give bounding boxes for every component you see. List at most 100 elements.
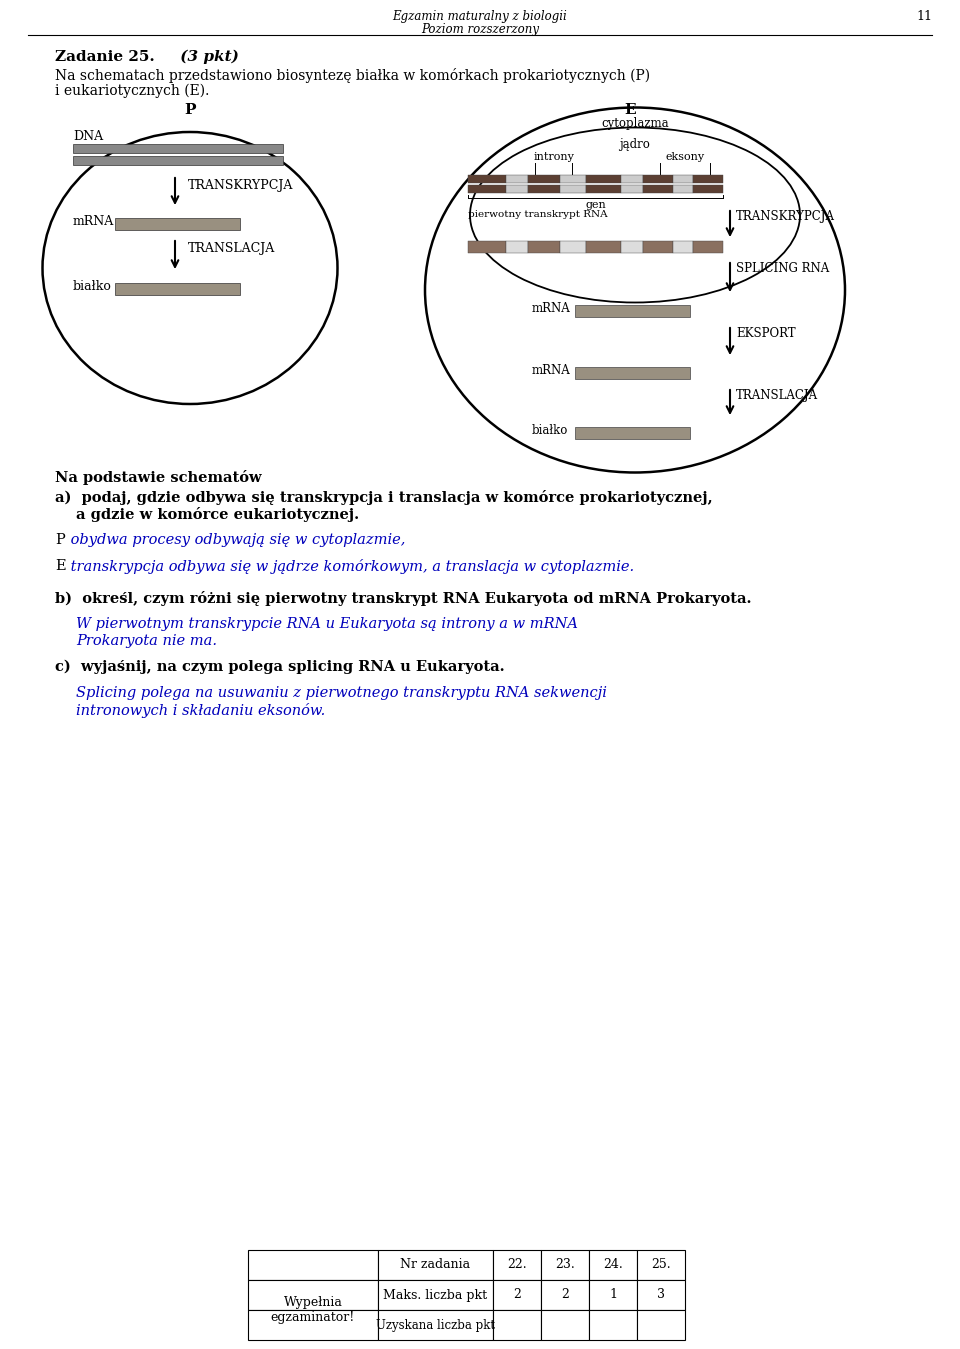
Bar [528,175,560,183]
Bar [115,283,240,295]
Text: eksony: eksony [665,152,705,162]
Text: DNA: DNA [73,130,103,143]
Text: 22.: 22. [507,1259,527,1272]
Bar [621,175,643,183]
Bar [493,1251,541,1280]
Bar [589,1251,637,1280]
Text: 24.: 24. [603,1259,623,1272]
Text: intronowych i składaniu eksonów.: intronowych i składaniu eksonów. [76,703,325,718]
Text: Egzamin maturalny z biologii: Egzamin maturalny z biologii [393,9,567,23]
Bar [506,241,528,254]
Text: 11: 11 [916,9,932,23]
Text: białko: białko [73,281,112,293]
Text: (3 pkt): (3 pkt) [175,50,239,65]
Text: c)  wyjaśnij, na czym polega splicing RNA u Eukaryota.: c) wyjaśnij, na czym polega splicing RNA… [55,660,505,674]
Text: Uzyskana liczba pkt: Uzyskana liczba pkt [376,1318,495,1331]
Bar [575,305,690,317]
Bar [589,1280,637,1310]
Text: E: E [624,103,636,117]
Bar [643,185,673,193]
Text: Wypełnia
egzaminator!: Wypełnia egzaminator! [271,1296,355,1323]
Bar [560,241,586,254]
Bar [528,241,560,254]
Bar [621,241,643,254]
Bar [493,1310,541,1340]
Bar [673,241,693,254]
Bar [248,1251,378,1280]
Text: Maks. liczba pkt: Maks. liczba pkt [383,1288,488,1302]
Bar [643,175,673,183]
Text: 1: 1 [609,1288,617,1302]
Bar [541,1251,589,1280]
Bar [378,1280,493,1310]
Bar [468,185,506,193]
Text: gen: gen [586,200,606,210]
Bar [586,185,621,193]
Text: mRNA: mRNA [532,302,571,316]
Text: TRANSKRYPCJA: TRANSKRYPCJA [736,210,835,223]
Bar [560,185,586,193]
Text: SPLICING RNA: SPLICING RNA [736,262,829,275]
Text: 2: 2 [561,1288,569,1302]
Bar [673,185,693,193]
Text: 3: 3 [657,1288,665,1302]
Bar [506,185,528,193]
Text: obydwa procesy odbywają się w cytoplazmie,: obydwa procesy odbywają się w cytoplazmi… [66,533,405,546]
Text: EKSPORT: EKSPORT [736,326,796,340]
Bar [637,1251,685,1280]
Bar [637,1310,685,1340]
Bar [575,367,690,379]
Bar [73,144,283,152]
Text: Na podstawie schematów: Na podstawie schematów [55,469,262,486]
Bar [468,241,506,254]
Text: i eukariotycznych (E).: i eukariotycznych (E). [55,84,209,98]
Bar [468,175,506,183]
Bar [528,185,560,193]
Bar [73,156,283,165]
Text: P: P [184,103,196,117]
Text: a gdzie w komórce eukariotycznej.: a gdzie w komórce eukariotycznej. [76,507,359,522]
Text: TRANSLACJA: TRANSLACJA [188,241,276,255]
Text: TRANSKRYPCJA: TRANSKRYPCJA [188,179,294,192]
Bar [621,185,643,193]
Bar [378,1310,493,1340]
Bar [693,175,723,183]
Text: Na schematach przedstawiono biosyntezę białka w komórkach prokariotycznych (P): Na schematach przedstawiono biosyntezę b… [55,67,650,84]
Text: jądro: jądro [619,138,651,151]
Text: W pierwotnym transkrypcie RNA u Eukaryota są introny a w mRNA: W pierwotnym transkrypcie RNA u Eukaryot… [76,616,578,631]
Bar [115,219,240,229]
Bar [589,1310,637,1340]
Text: cytoplazma: cytoplazma [601,117,669,130]
Text: E: E [55,558,65,573]
Text: 25.: 25. [651,1259,671,1272]
Text: TRANSLACJA: TRANSLACJA [736,389,818,402]
Text: Nr zadania: Nr zadania [400,1259,470,1272]
Bar [643,241,673,254]
Bar [560,175,586,183]
Text: Splicing polega na usuwaniu z pierwotnego transkryptu RNA sekwencji: Splicing polega na usuwaniu z pierwotneg… [76,687,607,700]
Text: introny: introny [534,152,574,162]
Bar [541,1280,589,1310]
Text: mRNA: mRNA [73,214,114,228]
Bar [493,1280,541,1310]
Text: Prokaryota nie ma.: Prokaryota nie ma. [76,634,217,648]
Bar [673,175,693,183]
Bar [248,1280,378,1310]
Bar [693,241,723,254]
Bar [637,1280,685,1310]
Text: pierwotny transkrypt RNA: pierwotny transkrypt RNA [468,210,608,219]
Text: b)  określ, czym różni się pierwotny transkrypt RNA Eukaryota od mRNA Prokaryota: b) określ, czym różni się pierwotny tran… [55,591,752,606]
Text: 2: 2 [513,1288,521,1302]
Text: transkrypcja odbywa się w jądrze komórkowym, a translacja w cytoplazmie.: transkrypcja odbywa się w jądrze komórko… [66,558,635,575]
Bar [541,1310,589,1340]
Bar [693,185,723,193]
Bar [248,1310,378,1340]
Text: P: P [55,533,64,546]
Text: 23.: 23. [555,1259,575,1272]
Text: mRNA: mRNA [532,364,571,376]
Text: Zadanie 25.: Zadanie 25. [55,50,155,63]
Bar [586,175,621,183]
Bar [575,428,690,438]
Bar [506,175,528,183]
Bar [586,241,621,254]
